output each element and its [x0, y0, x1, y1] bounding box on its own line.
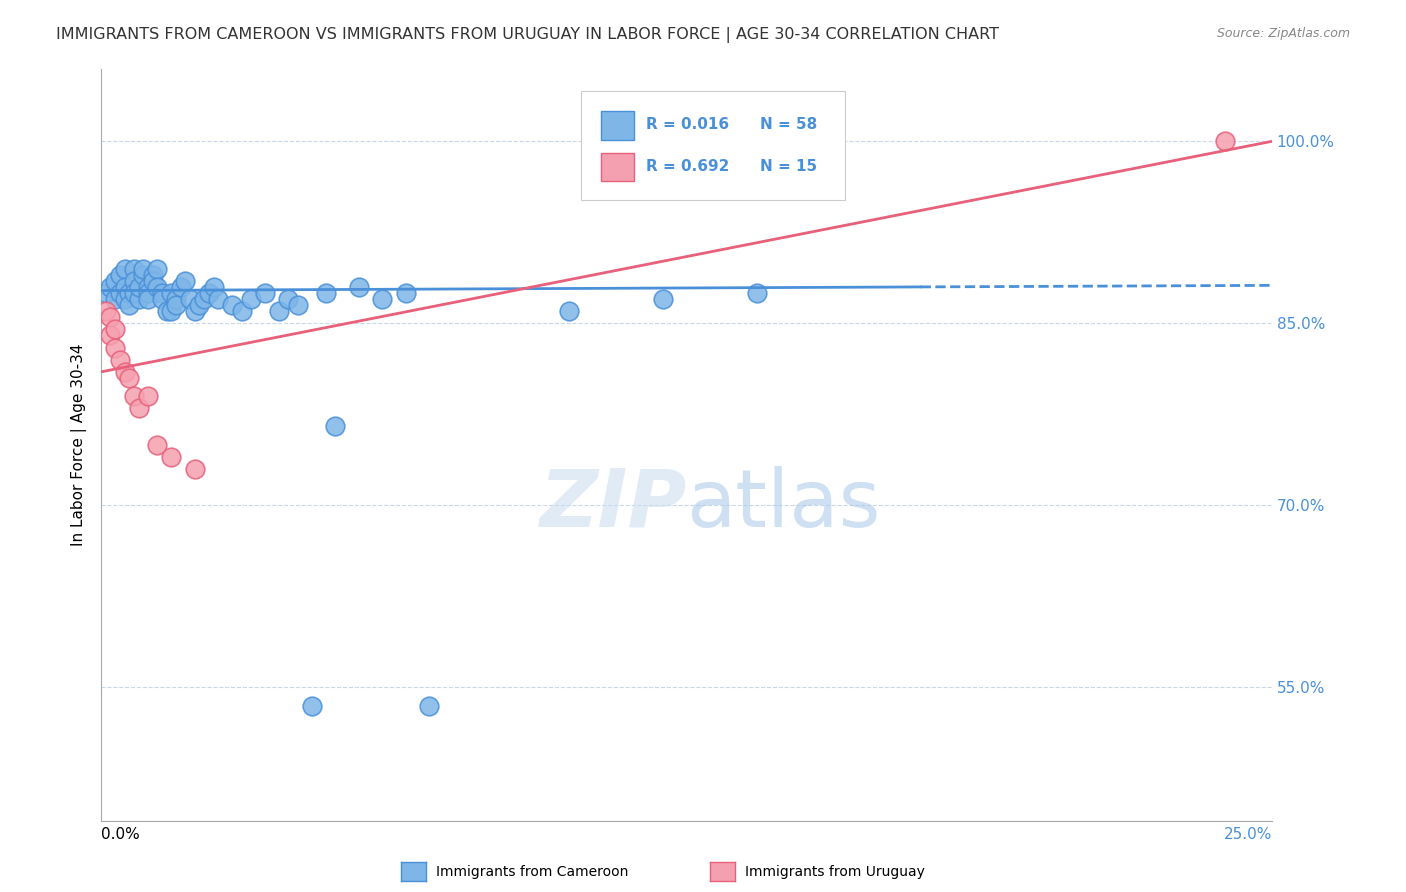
Point: [323, 419, 346, 434]
Point: [301, 698, 323, 713]
Point: [202, 280, 225, 294]
Point: [104, 292, 127, 306]
Point: [394, 285, 416, 300]
Point: [146, 261, 169, 276]
Point: [122, 389, 145, 403]
Point: [221, 298, 243, 312]
Point: [184, 462, 207, 476]
Point: [118, 371, 141, 385]
Point: [418, 698, 440, 713]
Text: N = 58: N = 58: [761, 118, 817, 132]
Point: [128, 280, 150, 294]
Point: [160, 304, 183, 318]
Point: [287, 298, 309, 312]
Point: [745, 285, 768, 300]
Point: [179, 292, 201, 306]
Point: [128, 292, 150, 306]
Point: [136, 285, 159, 300]
Text: IMMIGRANTS FROM CAMEROON VS IMMIGRANTS FROM URUGUAY IN LABOR FORCE | AGE 30-34 C: IMMIGRANTS FROM CAMEROON VS IMMIGRANTS F…: [56, 27, 1000, 43]
Point: [160, 285, 183, 300]
Text: ZIP: ZIP: [538, 466, 686, 544]
Point: [371, 292, 394, 306]
Point: [104, 274, 127, 288]
Point: [267, 304, 290, 318]
Point: [231, 304, 253, 318]
Point: [165, 292, 187, 306]
Point: [108, 285, 131, 300]
Point: [122, 285, 145, 300]
Point: [254, 285, 277, 300]
Point: [114, 261, 136, 276]
Text: R = 0.692: R = 0.692: [645, 159, 728, 174]
Point: [150, 292, 173, 306]
Point: [277, 292, 299, 306]
Point: [193, 292, 215, 306]
Point: [240, 292, 263, 306]
Text: Source: ZipAtlas.com: Source: ZipAtlas.com: [1216, 27, 1350, 40]
Point: [174, 274, 197, 288]
Point: [122, 261, 145, 276]
Point: [108, 268, 131, 282]
Text: N = 15: N = 15: [761, 159, 817, 174]
Text: 0.0%: 0.0%: [101, 827, 139, 842]
FancyBboxPatch shape: [581, 91, 845, 200]
Point: [108, 352, 131, 367]
Text: Immigrants from Uruguay: Immigrants from Uruguay: [745, 865, 925, 880]
Point: [188, 298, 211, 312]
Point: [136, 389, 159, 403]
Text: Immigrants from Cameroon: Immigrants from Cameroon: [436, 865, 628, 880]
Point: [104, 322, 127, 336]
Point: [184, 304, 207, 318]
Point: [104, 341, 127, 355]
Point: [118, 298, 141, 312]
Point: [94, 304, 117, 318]
Point: [1213, 134, 1236, 148]
Point: [150, 285, 173, 300]
Point: [136, 292, 159, 306]
Point: [207, 292, 229, 306]
Bar: [600, 153, 634, 181]
Text: atlas: atlas: [686, 466, 882, 544]
Y-axis label: In Labor Force | Age 30-34: In Labor Force | Age 30-34: [72, 343, 87, 546]
Bar: [600, 112, 634, 140]
Point: [114, 292, 136, 306]
Point: [100, 328, 122, 343]
Point: [170, 280, 193, 294]
Point: [114, 280, 136, 294]
Point: [132, 268, 155, 282]
Point: [156, 304, 179, 318]
Point: [315, 285, 337, 300]
Text: R = 0.016: R = 0.016: [645, 118, 728, 132]
Point: [146, 437, 169, 451]
Point: [114, 365, 136, 379]
Point: [94, 285, 117, 300]
Point: [100, 280, 122, 294]
Point: [128, 401, 150, 416]
Point: [142, 268, 165, 282]
Point: [136, 280, 159, 294]
Text: 25.0%: 25.0%: [1223, 827, 1272, 842]
Point: [132, 261, 155, 276]
Point: [142, 274, 165, 288]
Point: [100, 310, 122, 325]
Point: [558, 304, 581, 318]
Point: [160, 450, 183, 464]
Point: [122, 274, 145, 288]
Point: [652, 292, 675, 306]
Point: [118, 285, 141, 300]
Point: [165, 298, 187, 312]
Point: [146, 280, 169, 294]
Point: [198, 285, 221, 300]
Point: [347, 280, 370, 294]
